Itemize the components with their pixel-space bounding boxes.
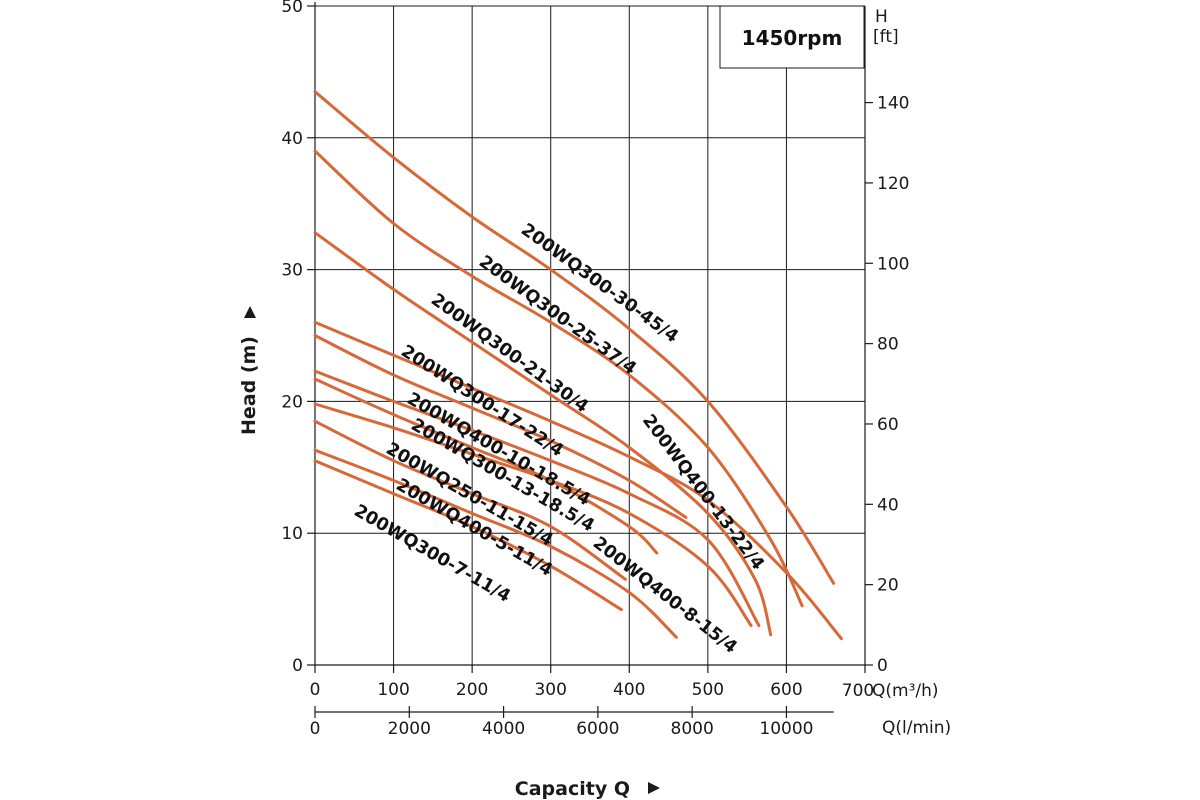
y2-tick-label: 20 xyxy=(877,576,899,596)
y-tick-label: 30 xyxy=(281,261,303,281)
performance-curve xyxy=(313,231,773,637)
y2-tick-label: 60 xyxy=(877,415,899,435)
x-tick-label: 400 xyxy=(613,680,645,700)
performance-curve xyxy=(313,369,761,627)
performance-curve xyxy=(313,419,627,581)
x2-tick-label: 8000 xyxy=(671,719,714,739)
y-tick-label: 20 xyxy=(281,392,303,412)
performance-curves xyxy=(313,90,843,641)
performance-curve xyxy=(313,448,678,639)
right-axis-label: H xyxy=(875,7,888,27)
y-tick-label: 50 xyxy=(281,0,303,17)
speed-label: 1450rpm xyxy=(742,26,843,50)
x-axis-arrow-icon xyxy=(648,782,660,794)
x-axis-unit-primary: Q(m³/h) xyxy=(872,681,939,701)
performance-curve xyxy=(313,320,843,641)
y-axis-arrow-icon xyxy=(244,306,256,318)
speed-box-frame xyxy=(719,5,865,69)
performance-curve xyxy=(313,334,688,519)
right-axis-unit: [ft] xyxy=(873,27,899,47)
curve-label: 200WQ400-13-22/4 xyxy=(638,411,768,574)
performance-curve xyxy=(313,90,836,585)
speed-box: 1450rpm xyxy=(719,5,865,69)
x-axis-title: Capacity Q xyxy=(515,778,630,800)
performance-curve xyxy=(313,459,623,612)
x2-tick-label: 0 xyxy=(310,719,321,739)
y-tick-label: 40 xyxy=(281,129,303,149)
y-tick-label: 10 xyxy=(281,524,303,544)
y2-tick-label: 0 xyxy=(877,656,888,676)
performance-curve xyxy=(313,377,659,555)
x-tick-label: 100 xyxy=(377,680,409,700)
performance-curve xyxy=(313,402,753,627)
y2-tick-label: 140 xyxy=(877,94,909,114)
x-tick-label: 300 xyxy=(534,680,566,700)
y2-tick-label: 100 xyxy=(877,254,909,274)
x-tick-label: 600 xyxy=(770,680,802,700)
curve-label: 200WQ300-30-45/4 xyxy=(517,220,682,347)
y2-tick-label: 40 xyxy=(877,495,899,515)
curve-labels: 200WQ300-30-45/4200WQ300-25-37/4200WQ300… xyxy=(351,220,768,658)
x-tick-label: 700 xyxy=(842,681,874,701)
x-tick-label: 500 xyxy=(692,680,724,700)
y-axis-title: Head (m) xyxy=(238,336,260,435)
y2-tick-label: 120 xyxy=(877,174,909,194)
y2-tick-label: 80 xyxy=(877,335,899,355)
x2-tick-label: 4000 xyxy=(482,719,525,739)
y-tick-label: 0 xyxy=(292,656,303,676)
x-axis-unit-secondary: Q(l/min) xyxy=(882,718,951,738)
x2-tick-label: 2000 xyxy=(388,719,431,739)
x-tick-label: 0 xyxy=(310,680,321,700)
x-tick-label: 200 xyxy=(456,680,488,700)
x2-tick-label: 10000 xyxy=(759,719,813,739)
performance-curve xyxy=(313,149,804,608)
x2-tick-label: 6000 xyxy=(576,719,619,739)
